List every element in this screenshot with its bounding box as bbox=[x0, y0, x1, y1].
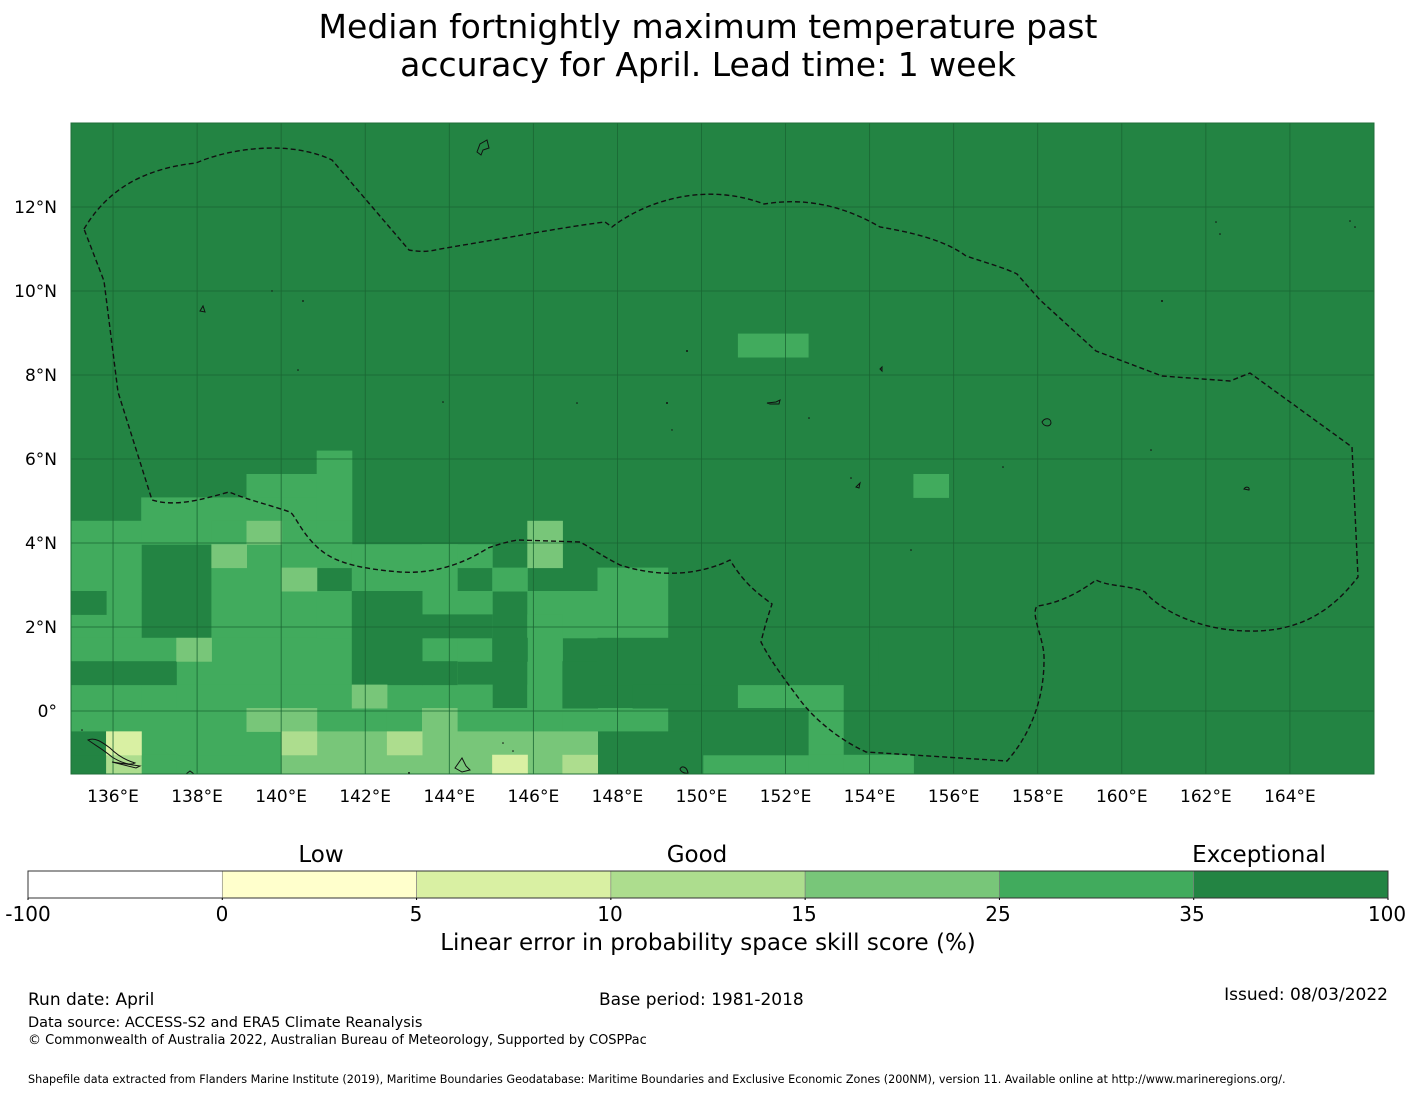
skill-cell bbox=[562, 661, 598, 709]
lon-tick-label: 156°E bbox=[928, 787, 980, 807]
skill-cell bbox=[808, 754, 844, 774]
lon-tick-label: 164°E bbox=[1264, 787, 1316, 807]
lon-tick-label: 152°E bbox=[760, 787, 812, 807]
skill-cell bbox=[667, 754, 914, 774]
lon-tick-label: 160°E bbox=[1096, 787, 1148, 807]
lat-tick-label: 8°N bbox=[25, 366, 57, 386]
lat-tick-label: 2°N bbox=[25, 618, 57, 638]
skill-cell bbox=[176, 637, 212, 662]
skill-cell bbox=[246, 474, 318, 498]
skill-cell bbox=[316, 450, 353, 522]
graticule bbox=[71, 123, 1374, 774]
colorbar-segment bbox=[610, 870, 806, 899]
skill-cell bbox=[632, 684, 704, 709]
lon-tick-label: 158°E bbox=[1012, 787, 1064, 807]
colorbar-tick: 5 bbox=[409, 902, 423, 926]
colorbar-segment bbox=[416, 870, 612, 899]
lon-tick-label: 154°E bbox=[844, 787, 896, 807]
category-good: Good bbox=[666, 842, 728, 868]
map-panel bbox=[71, 123, 1374, 774]
lat-tick-label: 4°N bbox=[25, 534, 57, 554]
issued-date: Issued: 08/03/2022 bbox=[1224, 985, 1388, 1005]
category-exceptional: Exceptional bbox=[1192, 842, 1326, 868]
latitude-tick-labels: 12°N 10°N 8°N 6°N 4°N 2°N 0° bbox=[14, 198, 57, 722]
skill-cell bbox=[71, 754, 107, 774]
skill-cell bbox=[71, 731, 107, 756]
skill-cell bbox=[246, 708, 318, 732]
lat-tick-label: 12°N bbox=[14, 198, 57, 218]
colorbar-segment bbox=[999, 870, 1195, 899]
skill-cell bbox=[562, 754, 598, 774]
skill-cell bbox=[281, 567, 318, 592]
colorbar-segment bbox=[221, 870, 417, 899]
skill-cell bbox=[422, 614, 493, 639]
skill-cell bbox=[246, 520, 283, 545]
skill-cell bbox=[597, 637, 774, 686]
skill-cell bbox=[71, 661, 177, 686]
skill-cell bbox=[737, 333, 809, 358]
colorbar-outline bbox=[27, 870, 1389, 899]
colorbar-label: Linear error in probability space skill … bbox=[440, 930, 976, 956]
skill-cell bbox=[71, 520, 142, 592]
skill-cell bbox=[211, 544, 247, 569]
map-title-line-1: Median fortnightly maximum temperature p… bbox=[318, 7, 1098, 46]
skill-cell bbox=[351, 591, 423, 686]
colorbar-tick: -100 bbox=[5, 902, 51, 926]
colorbar-tick: 15 bbox=[791, 902, 817, 926]
shapefile-credit: Shapefile data extracted from Flanders M… bbox=[28, 1073, 1286, 1086]
lon-tick-label: 142°E bbox=[339, 787, 391, 807]
lon-tick-label: 136°E bbox=[87, 787, 139, 807]
colorbar-tick: 10 bbox=[597, 902, 623, 926]
colorbar-segment bbox=[27, 870, 223, 899]
skill-cell bbox=[527, 520, 563, 569]
skill-cell bbox=[351, 684, 388, 709]
colorbar bbox=[27, 870, 1389, 900]
lon-tick-label: 148°E bbox=[592, 787, 644, 807]
colorbar-tick: 35 bbox=[1179, 902, 1205, 926]
base-period: Base period: 1981-2018 bbox=[599, 990, 804, 1010]
copyright: © Commonwealth of Australia 2022, Austra… bbox=[28, 1033, 647, 1048]
skill-cell bbox=[492, 567, 528, 592]
data-source: Data source: ACCESS-S2 and ERA5 Climate … bbox=[28, 1015, 423, 1031]
atoll-dots bbox=[81, 220, 1356, 774]
lon-tick-label: 162°E bbox=[1180, 787, 1232, 807]
skill-cell bbox=[106, 731, 142, 756]
skill-cell bbox=[492, 754, 528, 774]
skill-cell bbox=[597, 731, 704, 774]
lon-tick-label: 144°E bbox=[423, 787, 475, 807]
skill-cell bbox=[422, 661, 458, 686]
skill-cell bbox=[316, 520, 353, 569]
skill-cell bbox=[702, 708, 809, 756]
colorbar-tick: 25 bbox=[985, 902, 1011, 926]
skill-cell bbox=[281, 731, 318, 756]
map-frame bbox=[70, 122, 1375, 775]
skill-cell bbox=[913, 474, 949, 498]
category-low: Low bbox=[298, 842, 344, 868]
skill-cell bbox=[773, 637, 879, 686]
skill-cell bbox=[492, 637, 528, 662]
lat-tick-label: 6°N bbox=[25, 450, 57, 470]
skill-cell bbox=[422, 708, 458, 756]
skill-cell bbox=[386, 731, 423, 756]
skill-cell bbox=[597, 567, 669, 639]
colorbar-segment bbox=[1193, 870, 1389, 899]
skill-cell bbox=[527, 614, 563, 709]
colorbar-tick: 0 bbox=[215, 902, 229, 926]
longitude-tick-labels: 136°E 138°E 140°E 142°E 144°E 146°E 148°E 150°E… bbox=[87, 787, 1316, 807]
island-outlines bbox=[86, 139, 1250, 774]
colorbar-segment bbox=[804, 870, 1000, 899]
lon-tick-label: 138°E bbox=[171, 787, 223, 807]
lat-tick-label: 10°N bbox=[14, 282, 57, 302]
lat-tick-label: 0° bbox=[38, 702, 57, 722]
skill-map: 136°E 138°E 140°E 142°E 144°E 146°E 148°E 150°E… bbox=[14, 122, 1389, 900]
lon-tick-label: 150°E bbox=[676, 787, 728, 807]
map-title-line-2: accuracy for April. Lead time: 1 week bbox=[400, 45, 1016, 84]
run-date: Run date: April bbox=[28, 990, 155, 1010]
lon-tick-label: 140°E bbox=[255, 787, 307, 807]
colorbar-tick: 100 bbox=[1367, 902, 1407, 926]
skill-cells bbox=[71, 333, 949, 774]
skill-cell bbox=[71, 591, 107, 615]
lon-tick-label: 146°E bbox=[508, 787, 560, 807]
